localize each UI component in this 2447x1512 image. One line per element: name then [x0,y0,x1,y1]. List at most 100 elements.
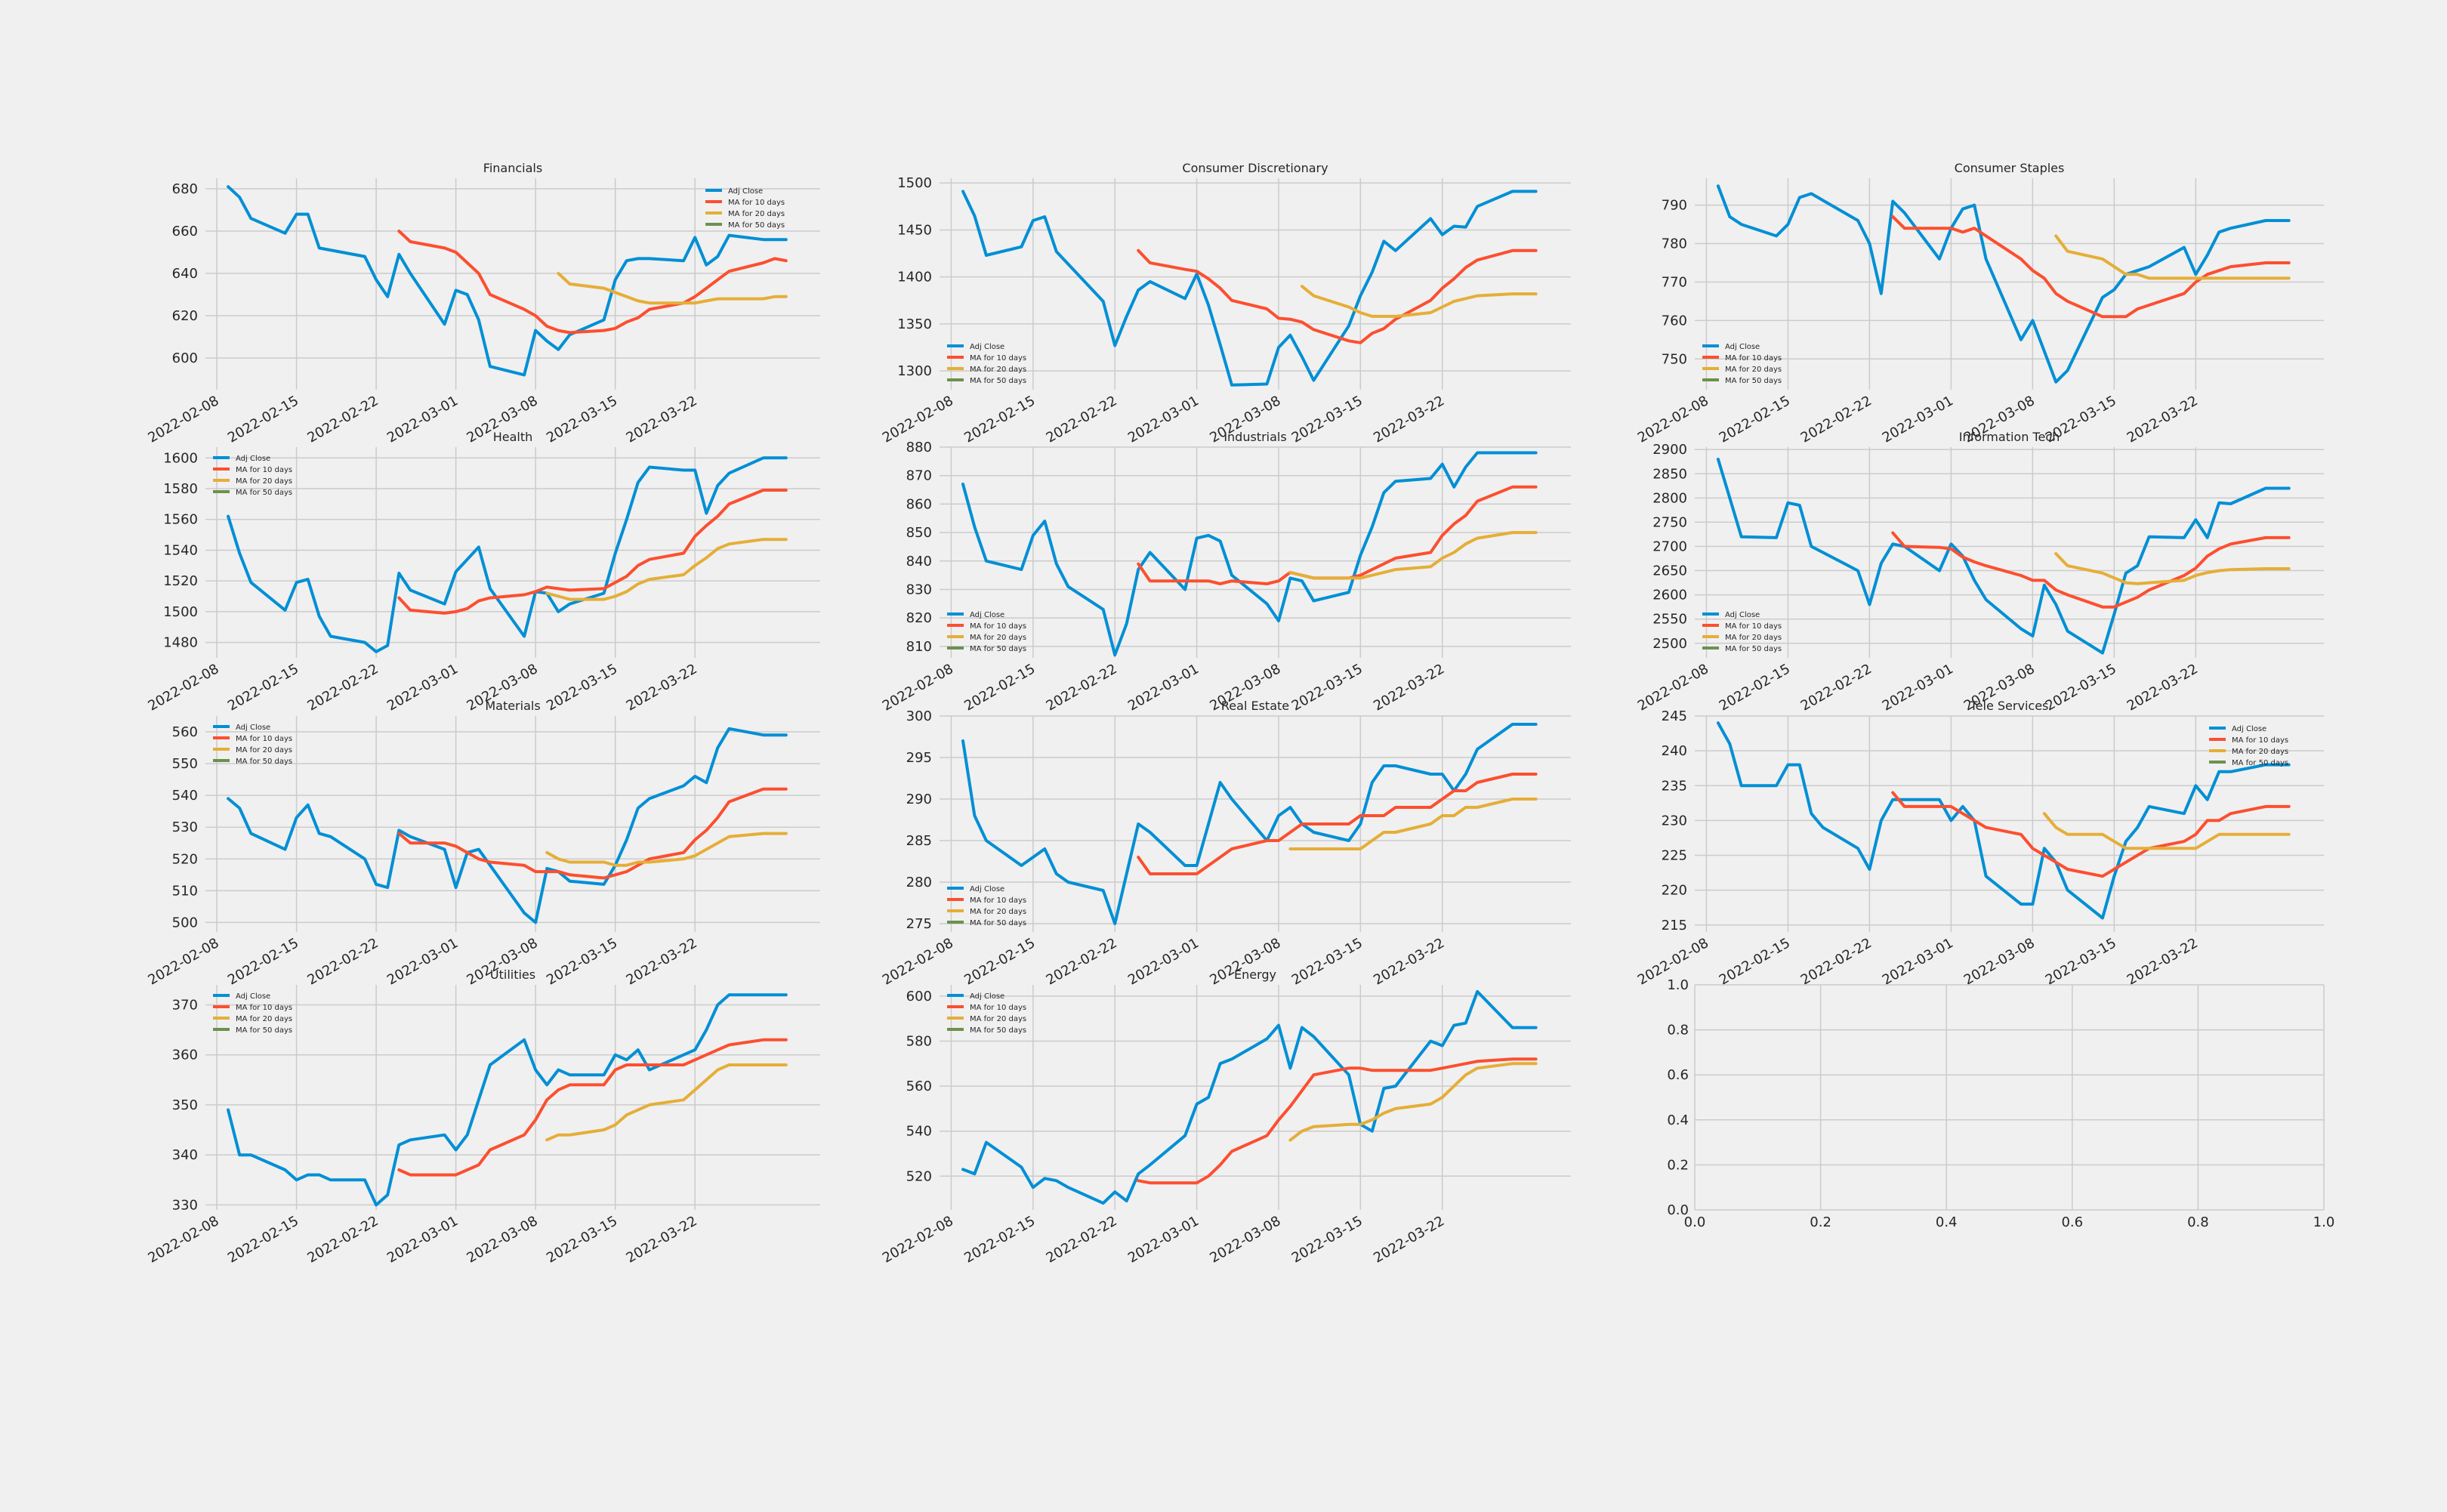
y-tick-label: 760 [1662,313,1687,329]
series-line-ma-for-20-days [545,832,788,867]
y-tick-label: 295 [906,750,932,766]
y-tick-label: 0.8 [1667,1023,1689,1038]
y-tick-label: 230 [1662,813,1687,829]
y-tick-label: 520 [906,1168,932,1184]
y-tick-label: 225 [1662,848,1687,864]
y-tick-label: 370 [172,997,198,1013]
legend-label: MA for 10 days [236,1004,292,1012]
y-tick-label: 1580 [163,481,198,497]
legend-label: MA for 50 days [236,758,292,766]
series-line-adj-close [1716,458,2291,655]
y-tick-label: 780 [1662,236,1687,252]
legend-label: Adj Close [236,455,270,463]
series-line-ma-for-10-days [397,489,788,615]
chart-title: Financials [483,161,542,175]
y-tick-label: 540 [906,1124,932,1140]
x-tick-label: 0.4 [1936,1214,1958,1230]
y-tick-label: 1500 [163,604,198,620]
y-tick-label: 215 [1662,918,1687,933]
y-tick-label: 880 [906,440,932,455]
y-tick-label: 1480 [163,635,198,651]
legend-label: MA for 20 days [970,1015,1026,1023]
y-tick-label: 360 [172,1048,198,1063]
y-tick-label: 750 [1662,351,1687,367]
y-tick-label: 0.4 [1667,1112,1689,1128]
y-tick-label: 870 [906,468,932,484]
legend-label: MA for 20 days [236,1015,292,1023]
y-tick-label: 245 [1662,708,1687,724]
series-line-adj-close [227,727,788,924]
legend-label: Adj Close [970,343,1004,351]
y-tick-label: 1560 [163,512,198,528]
legend-label: MA for 50 days [236,489,292,497]
series-line-ma-for-20-days [1288,1062,1538,1142]
legend-label: MA for 50 days [2232,759,2288,767]
y-tick-label: 600 [906,989,932,1004]
legend-label: MA for 50 days [1725,377,1782,385]
chart-title: Information Tech [1959,430,2060,444]
series-line-ma-for-10-days [1137,1057,1538,1185]
y-tick-label: 1350 [897,316,932,332]
y-tick-label: 1400 [897,270,932,285]
y-tick-label: 2650 [1652,563,1687,579]
legend-label: MA for 20 days [970,908,1026,916]
legend: Adj Close MA for 10 days MA for 20 days MA … [213,455,292,497]
legend-label: MA for 10 days [970,622,1026,631]
y-tick-label: 770 [1662,274,1687,290]
legend-label: Adj Close [2232,725,2266,733]
legend-label: MA for 20 days [1725,366,1782,374]
y-tick-label: 600 [172,350,198,366]
series-line-ma-for-10-days [1891,214,2291,319]
series-line-adj-close [1716,184,2291,384]
y-tick-label: 680 [172,181,198,197]
legend-label: MA for 20 days [2232,748,2288,756]
series-line-ma-for-20-days [557,272,788,305]
legend-label: MA for 20 days [1725,634,1782,642]
y-tick-label: 820 [906,610,932,626]
legend: Adj Close MA for 10 days MA for 20 days MA … [947,885,1026,927]
y-tick-label: 2700 [1652,538,1687,554]
y-tick-label: 0.2 [1667,1157,1689,1173]
series-line-ma-for-10-days [397,1038,788,1177]
y-tick-label: 290 [906,791,932,807]
y-tick-label: 520 [172,851,198,867]
legend-label: Adj Close [236,992,270,1001]
x-tick-label: 1.0 [2313,1214,2335,1230]
legend: Adj Close MA for 10 days MA for 20 days MA … [1702,343,1782,385]
chart-title: Tele Services [1970,699,2049,713]
y-tick-label: 1600 [163,450,198,466]
y-tick-label: 660 [172,224,198,239]
y-tick-label: 1520 [163,573,198,589]
chart-title: Energy [1234,967,1276,982]
chart-title: Real Estate [1221,699,1289,713]
chart-title: Consumer Discretionary [1182,161,1328,175]
legend-label: MA for 10 days [1725,622,1782,631]
legend: Adj Close MA for 10 days MA for 20 days MA … [213,724,292,766]
legend-label: MA for 50 days [728,221,785,230]
y-tick-label: 810 [906,639,932,655]
y-tick-label: 2750 [1652,514,1687,530]
y-tick-label: 285 [906,833,932,849]
legend-label: MA for 50 days [1725,645,1782,653]
y-tick-label: 2600 [1652,588,1687,603]
y-tick-label: 790 [1662,198,1687,214]
y-tick-label: 0.6 [1667,1067,1689,1083]
series-line-adj-close [227,185,788,377]
legend-label: Adj Close [1725,611,1760,619]
series-line-adj-close [1716,721,2291,920]
series-line-ma-for-10-days [397,787,788,880]
legend-label: MA for 50 days [970,377,1026,385]
y-tick-label: 340 [172,1147,198,1163]
legend-label: MA for 10 days [970,354,1026,363]
series-line-ma-for-20-days [2042,812,2291,850]
y-tick-label: 1500 [897,175,932,191]
legend-label: MA for 50 days [970,1026,1026,1035]
x-tick-label: 0.0 [1684,1214,1706,1230]
series-line-adj-close [961,451,1538,657]
y-tick-label: 2800 [1652,490,1687,506]
legend-label: MA for 20 days [728,210,785,218]
y-tick-label: 2550 [1652,612,1687,628]
y-tick-label: 560 [172,724,198,740]
series-line-ma-for-20-days [2054,234,2291,280]
